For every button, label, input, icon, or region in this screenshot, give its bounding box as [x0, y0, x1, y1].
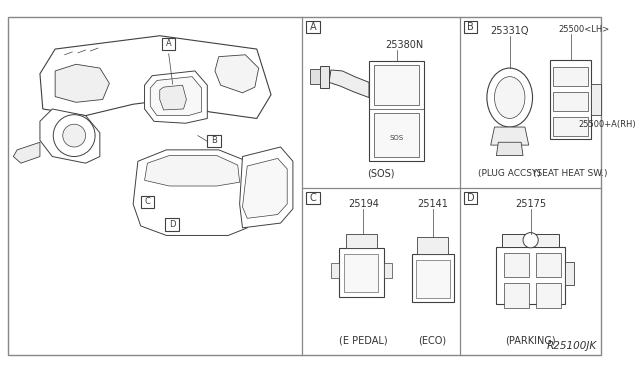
- Polygon shape: [13, 142, 40, 163]
- Polygon shape: [133, 150, 252, 235]
- Polygon shape: [319, 66, 329, 88]
- Polygon shape: [344, 254, 378, 292]
- Polygon shape: [374, 113, 419, 157]
- Text: 25500+A(RH): 25500+A(RH): [578, 121, 636, 129]
- Polygon shape: [55, 64, 109, 102]
- Text: 25380N: 25380N: [385, 40, 423, 50]
- Text: (ECO): (ECO): [419, 336, 447, 346]
- Polygon shape: [346, 234, 376, 248]
- Text: D: D: [467, 193, 474, 203]
- Polygon shape: [145, 71, 207, 123]
- Polygon shape: [145, 155, 239, 186]
- Bar: [306, 192, 319, 204]
- Polygon shape: [369, 61, 424, 161]
- Text: A: A: [166, 39, 171, 48]
- Bar: [207, 135, 221, 147]
- Bar: [162, 38, 175, 50]
- Polygon shape: [310, 69, 319, 84]
- Bar: [166, 218, 179, 231]
- Polygon shape: [491, 127, 529, 145]
- Text: 25175: 25175: [515, 199, 546, 209]
- Polygon shape: [40, 109, 100, 163]
- Text: A: A: [310, 22, 316, 32]
- Polygon shape: [150, 77, 202, 116]
- Text: C: C: [145, 197, 150, 206]
- Polygon shape: [339, 248, 384, 297]
- Polygon shape: [536, 283, 561, 308]
- Polygon shape: [417, 237, 448, 254]
- Polygon shape: [374, 65, 419, 105]
- Circle shape: [53, 115, 95, 157]
- Polygon shape: [502, 234, 559, 247]
- Circle shape: [63, 124, 86, 147]
- Text: (PARKING): (PARKING): [506, 336, 556, 346]
- Polygon shape: [415, 260, 450, 298]
- Text: (SEAT HEAT SW.): (SEAT HEAT SW.): [533, 169, 608, 179]
- Polygon shape: [554, 92, 588, 111]
- Polygon shape: [384, 263, 392, 278]
- Polygon shape: [331, 263, 339, 278]
- Polygon shape: [565, 262, 574, 285]
- Polygon shape: [215, 55, 259, 93]
- Polygon shape: [536, 253, 561, 277]
- Text: 25500<LH>: 25500<LH>: [558, 25, 609, 34]
- Polygon shape: [243, 158, 287, 218]
- Text: B: B: [211, 136, 217, 145]
- Text: D: D: [169, 220, 175, 229]
- Text: (PLUG ACCSY): (PLUG ACCSY): [478, 169, 541, 179]
- Bar: [306, 20, 319, 33]
- Bar: [464, 192, 477, 204]
- Polygon shape: [554, 67, 588, 86]
- Text: B: B: [467, 22, 474, 32]
- Polygon shape: [504, 283, 529, 308]
- Text: 25331Q: 25331Q: [490, 26, 529, 36]
- Circle shape: [523, 232, 538, 248]
- Bar: [464, 20, 477, 33]
- Polygon shape: [239, 147, 293, 228]
- Text: (E PEDAL): (E PEDAL): [339, 336, 388, 346]
- Polygon shape: [160, 85, 186, 110]
- Text: SOS: SOS: [390, 135, 404, 141]
- Ellipse shape: [495, 77, 525, 118]
- Polygon shape: [497, 247, 565, 304]
- Polygon shape: [329, 70, 369, 97]
- Polygon shape: [554, 116, 588, 136]
- Text: (SOS): (SOS): [367, 169, 395, 179]
- Polygon shape: [591, 84, 601, 115]
- Text: 25141: 25141: [417, 199, 448, 209]
- Text: C: C: [310, 193, 316, 203]
- Bar: [141, 196, 154, 208]
- Ellipse shape: [487, 68, 532, 127]
- Polygon shape: [550, 60, 591, 140]
- Polygon shape: [504, 253, 529, 277]
- Text: R25100JK: R25100JK: [547, 341, 597, 352]
- Polygon shape: [40, 36, 271, 118]
- Text: 25194: 25194: [348, 199, 379, 209]
- Polygon shape: [412, 254, 454, 302]
- Polygon shape: [497, 142, 523, 155]
